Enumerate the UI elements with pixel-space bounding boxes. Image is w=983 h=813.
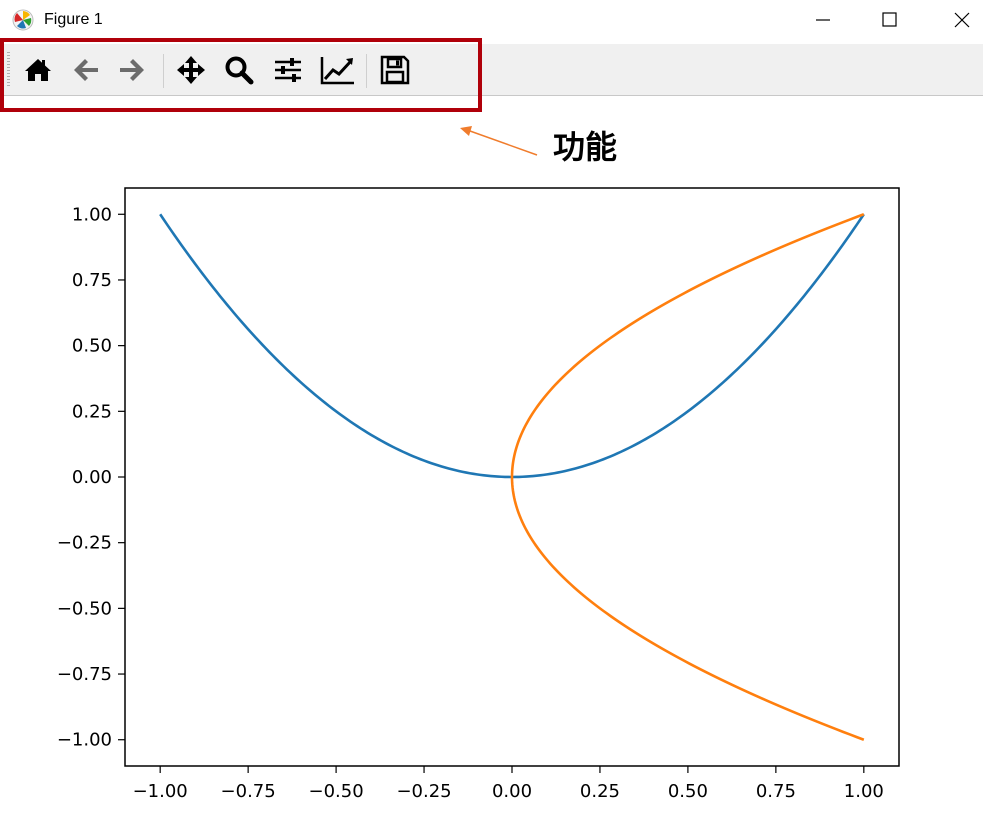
y-tick-label: 0.75 (72, 270, 112, 291)
zoom-button[interactable] (223, 54, 255, 86)
zoom-magnifier-icon (225, 56, 254, 85)
x-tick-label: 0.25 (580, 781, 620, 802)
y-tick-label: −0.25 (57, 533, 112, 554)
home-button[interactable] (22, 54, 54, 86)
close-button[interactable] (937, 6, 983, 34)
close-icon (954, 12, 970, 28)
edit-axis-button[interactable] (320, 54, 354, 86)
matplotlib-logo-icon (12, 9, 34, 31)
x-tick-label: 0.00 (492, 781, 532, 802)
navigation-toolbar (0, 44, 983, 96)
forward-arrow-icon (120, 59, 144, 81)
x-axis: −1.00 −0.75 −0.50 −0.25 0.00 0.25 0.50 0.75 1.00 (133, 766, 884, 802)
x-tick-label: 1.00 (844, 781, 884, 802)
forward-button[interactable] (116, 54, 148, 86)
edit-axis-icon (320, 57, 354, 85)
y-tick-label: 0.25 (72, 401, 112, 422)
y-tick-label: 0.00 (72, 467, 112, 488)
y-tick-label: −0.75 (57, 664, 112, 685)
y-tick-label: −0.50 (57, 598, 112, 619)
toolbar-highlight-box (0, 38, 482, 112)
subplots-button[interactable] (272, 54, 304, 86)
window-title: Figure 1 (44, 11, 103, 28)
x-tick-label: −0.25 (396, 781, 451, 802)
minimize-icon (816, 19, 830, 21)
minimize-button[interactable] (800, 6, 846, 34)
x-tick-label: 0.75 (756, 781, 796, 802)
pan-move-icon (177, 56, 205, 84)
x-tick-label: 0.50 (668, 781, 708, 802)
toolbar-separator (163, 54, 164, 88)
toolbar-separator (366, 54, 367, 88)
maximize-button[interactable] (866, 6, 912, 34)
subplots-sliders-icon (275, 58, 301, 82)
x-tick-label: −0.75 (221, 781, 276, 802)
series-layer (159, 213, 865, 741)
y-tick-label: 1.00 (72, 204, 112, 225)
save-floppy-icon (380, 55, 410, 85)
save-button[interactable] (379, 54, 411, 86)
annotation-label: 功能 (553, 128, 618, 166)
window-title-bar: Figure 1 (0, 0, 983, 40)
back-button[interactable] (70, 54, 102, 86)
y-tick-label: 0.50 (72, 336, 112, 357)
pan-button[interactable] (175, 54, 207, 86)
series-line-2 (510, 213, 865, 741)
x-tick-label: −1.00 (133, 781, 188, 802)
y-axis: 1.00 0.75 0.50 0.25 0.00 −0.25 −0.50 −0.75 −1.00 (57, 204, 125, 751)
y-tick-label: −1.00 (57, 730, 112, 751)
toolbar-grip[interactable] (7, 52, 10, 88)
back-arrow-icon (74, 59, 98, 81)
home-icon (25, 59, 51, 81)
x-tick-label: −0.50 (309, 781, 364, 802)
maximize-icon (882, 12, 897, 27)
